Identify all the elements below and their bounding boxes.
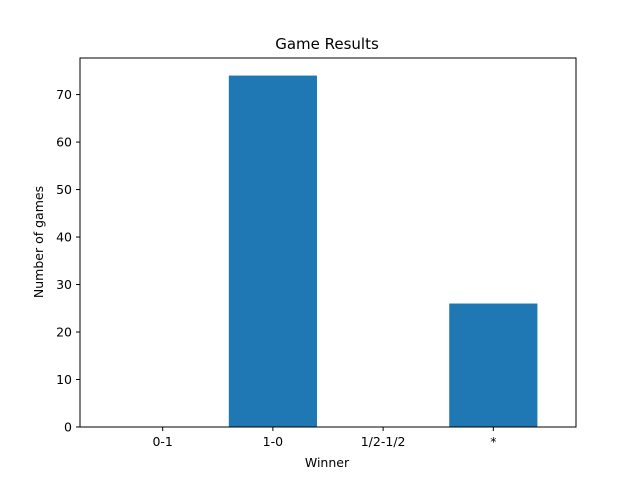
y-tick-label: 0 xyxy=(64,420,72,435)
bar-3 xyxy=(449,303,538,427)
y-tick-label: 50 xyxy=(56,182,72,197)
x-tick-label: 0-1 xyxy=(152,434,172,449)
x-tick-label: 1/2-1/2 xyxy=(361,434,406,449)
ticks-layer: 0-1 1-0 1/2-1/2 * 0 10 20 30 40 50 60 70 xyxy=(56,87,496,449)
bar-1 xyxy=(228,75,317,428)
x-tick-label: 1-0 xyxy=(263,434,283,449)
chart-title: Game Results xyxy=(275,35,379,53)
y-axis-label: Number of games xyxy=(31,186,46,298)
y-tick-label: 40 xyxy=(56,230,72,245)
y-tick-label: 60 xyxy=(56,135,72,150)
x-axis-label: Winner xyxy=(305,455,350,470)
bars-layer xyxy=(228,75,538,428)
y-tick-label: 20 xyxy=(56,325,72,340)
y-tick-label: 10 xyxy=(56,372,72,387)
plot-frame xyxy=(79,57,577,428)
x-tick-label: * xyxy=(490,434,496,449)
y-tick-label: 30 xyxy=(56,277,72,292)
y-tick-label: 70 xyxy=(56,87,72,102)
